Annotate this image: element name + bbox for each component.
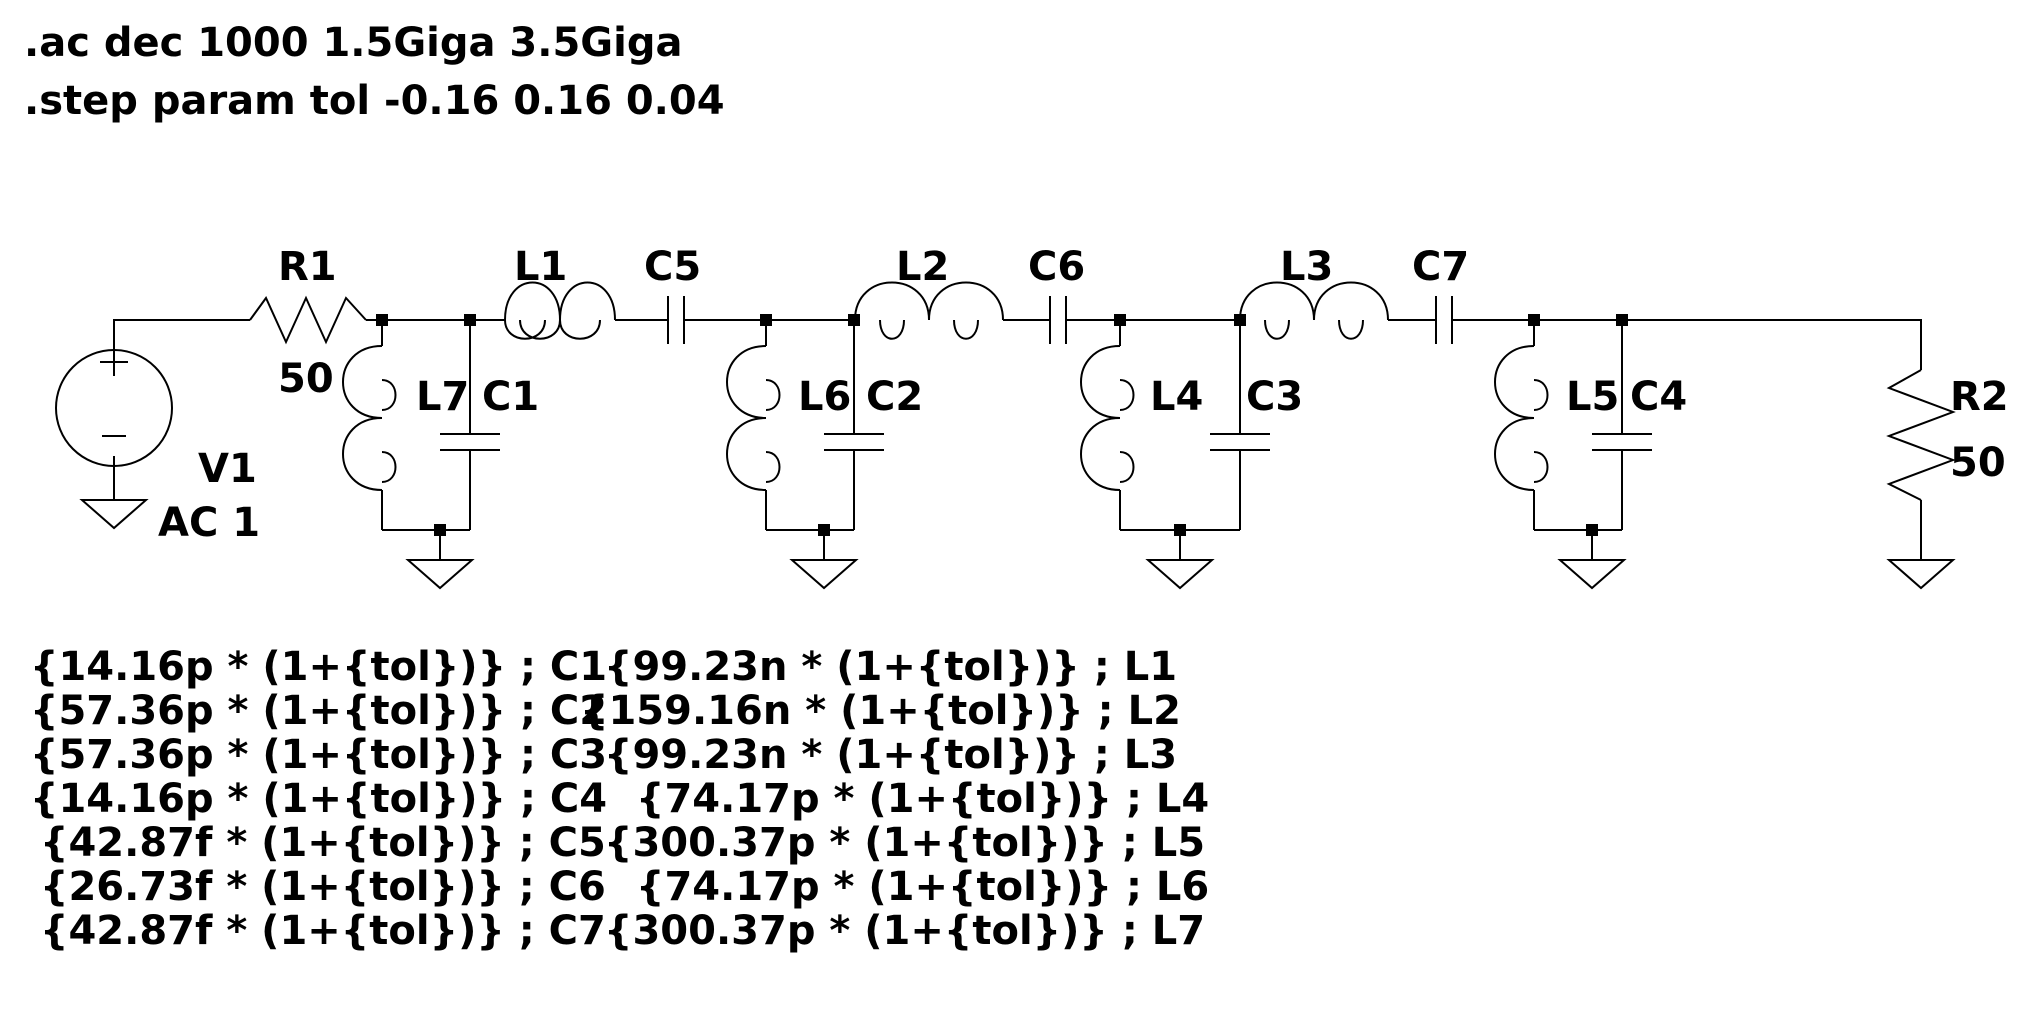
label-c6: C6 <box>1028 244 1085 290</box>
capacitor-c7[interactable] <box>1435 296 1453 344</box>
label-l4: L4 <box>1150 374 1203 420</box>
label-c1: C1 <box>482 374 539 420</box>
label-l7: L7 <box>416 374 469 420</box>
ground-symbol-r2 <box>1886 559 1956 590</box>
capacitor-c1[interactable] <box>440 433 500 451</box>
expr-l1[interactable]: {99.23n * (1+{tol})} ; L1 <box>604 644 1177 690</box>
label-c4: C4 <box>1630 374 1687 420</box>
ac-directive[interactable]: .ac dec 1000 1.5Giga 3.5Giga <box>24 20 682 66</box>
capacitor-c2[interactable] <box>824 433 884 451</box>
value-r1: 50 <box>278 356 334 402</box>
inductor-l1[interactable] <box>504 281 616 340</box>
label-l6: L6 <box>798 374 851 420</box>
step-directive[interactable]: .step param tol -0.16 0.16 0.04 <box>24 78 725 124</box>
inductor-l2[interactable] <box>854 281 1004 340</box>
voltage-source-v1[interactable] <box>55 348 173 467</box>
label-r2: R2 <box>1950 374 2009 420</box>
inductor-expressions: {99.23n * (1+{tol})} ; L1 {159.16n * (1+… <box>580 644 1209 954</box>
label-c7: C7 <box>1412 244 1469 290</box>
capacitor-expressions: {14.16p * (1+{tol})} ; C1 {57.36p * (1+{… <box>30 644 607 954</box>
value-r2: 50 <box>1950 440 2006 486</box>
expr-c6[interactable]: {26.73f * (1+{tol})} ; C6 <box>40 864 606 910</box>
label-c3: C3 <box>1246 374 1303 420</box>
expr-c7[interactable]: {42.87f * (1+{tol})} ; C7 <box>40 908 606 954</box>
resistor-r2[interactable] <box>1886 369 1956 501</box>
inductor-l7[interactable] <box>342 345 397 491</box>
expr-l7[interactable]: {300.37p * (1+{tol})} ; L7 <box>604 908 1205 954</box>
label-c2: C2 <box>866 374 923 420</box>
value-v1: AC 1 <box>158 500 260 546</box>
expr-c4[interactable]: {14.16p * (1+{tol})} ; C4 <box>30 776 607 822</box>
ground-symbol-1 <box>405 559 475 590</box>
wires <box>113 319 1922 560</box>
expr-c3[interactable]: {57.36p * (1+{tol})} ; C3 <box>30 732 607 778</box>
label-l2: L2 <box>896 244 949 290</box>
expr-c1[interactable]: {14.16p * (1+{tol})} ; C1 <box>30 644 607 690</box>
capacitor-c3[interactable] <box>1210 433 1270 451</box>
capacitor-c4[interactable] <box>1592 433 1652 451</box>
expr-l3[interactable]: {99.23n * (1+{tol})} ; L3 <box>604 732 1177 778</box>
inductor-l5[interactable] <box>1494 345 1549 491</box>
label-c5: C5 <box>644 244 701 290</box>
ground-symbol-4 <box>1557 559 1627 590</box>
ground-symbol-2 <box>789 559 859 590</box>
inductor-l3[interactable] <box>1239 281 1389 340</box>
expr-c5[interactable]: {42.87f * (1+{tol})} ; C5 <box>40 820 606 866</box>
label-v1: V1 <box>198 446 257 492</box>
ground-symbol-3 <box>1145 559 1215 590</box>
capacitor-c5[interactable] <box>667 296 685 344</box>
expr-l2[interactable]: {159.16n * (1+{tol})} ; L2 <box>580 688 1181 734</box>
resistor-r1[interactable] <box>249 295 367 345</box>
ground-symbol-v1 <box>79 499 149 530</box>
junction-dots <box>376 314 1628 536</box>
expr-l4[interactable]: {74.17p * (1+{tol})} ; L4 <box>636 776 1209 822</box>
label-l1: L1 <box>514 244 567 290</box>
capacitor-c6[interactable] <box>1049 296 1067 344</box>
expr-l5[interactable]: {300.37p * (1+{tol})} ; L5 <box>604 820 1205 866</box>
inductor-l6[interactable] <box>726 345 781 491</box>
expr-c2[interactable]: {57.36p * (1+{tol})} ; C2 <box>30 688 607 734</box>
label-l5: L5 <box>1566 374 1619 420</box>
inductor-l4[interactable] <box>1080 345 1135 491</box>
label-r1: R1 <box>278 244 337 290</box>
label-l3: L3 <box>1280 244 1333 290</box>
expr-l6[interactable]: {74.17p * (1+{tol})} ; L6 <box>636 864 1209 910</box>
